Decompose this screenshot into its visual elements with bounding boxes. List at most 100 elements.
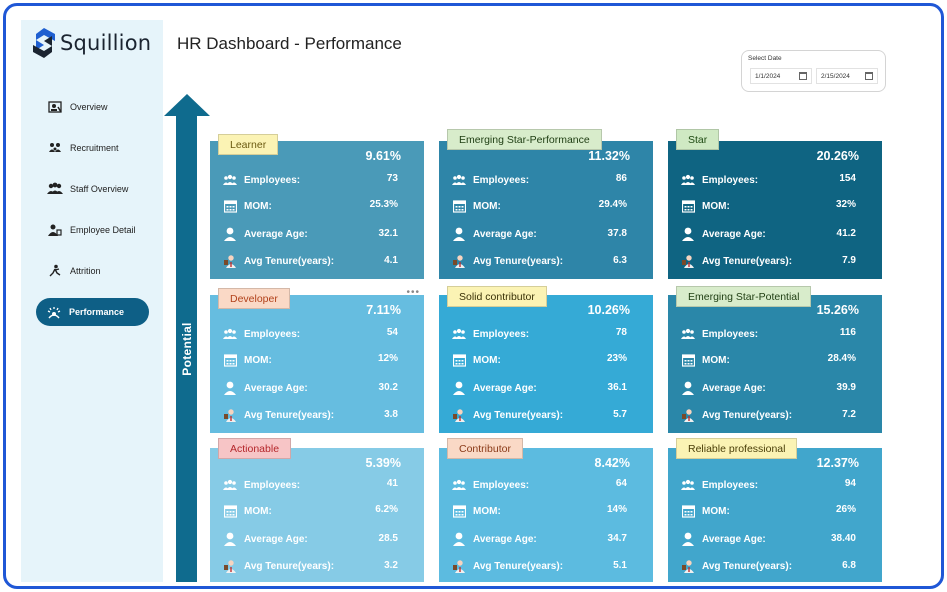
row-value: 23% xyxy=(606,352,627,364)
person-icon xyxy=(680,226,696,242)
sidebar-item-label: Attrition xyxy=(70,266,101,276)
brand-name: Squillion xyxy=(60,31,152,55)
row-label: Employees: xyxy=(473,174,530,186)
row-label: MOM: xyxy=(702,354,730,366)
performance-card[interactable]: Solid contributor 10.26% Employees: 78 MO… xyxy=(439,286,653,433)
start-date-input[interactable]: 1/1/2024 xyxy=(750,68,812,84)
performance-card[interactable]: Actionable 5.39% Employees: 41 MOM: 6.2% … xyxy=(210,438,424,582)
calendar-grid-icon xyxy=(222,352,238,368)
card-percentage: 15.26% xyxy=(816,303,859,317)
row-label: Employees: xyxy=(702,328,759,340)
row-label: Average Age: xyxy=(473,228,537,240)
calendar-grid-icon xyxy=(222,503,238,519)
sidebar-item-label: Employee Detail xyxy=(70,225,136,235)
row-label: Employees: xyxy=(473,479,530,491)
row-label: Average Age: xyxy=(244,533,308,545)
row-value: 6.2% xyxy=(375,503,398,515)
date-filter: Select Date 1/1/2024 2/15/2024 xyxy=(741,50,886,92)
sidebar-item-label: Staff Overview xyxy=(70,184,129,194)
card-category-label: Contributor xyxy=(447,438,523,459)
sidebar-item-attrition[interactable]: Attrition xyxy=(37,257,149,285)
employees-icon xyxy=(451,326,467,342)
sidebar-item-employee-detail[interactable]: Employee Detail xyxy=(37,216,149,244)
row-value: 28.5 xyxy=(378,532,398,544)
card-row-mom: MOM: 25.3% xyxy=(222,197,410,215)
performance-card[interactable]: Star 20.26% Employees: 154 MOM: 32% Avera… xyxy=(668,129,882,279)
card-category-label: Solid contributor xyxy=(447,286,547,307)
performance-card[interactable]: Emerging Star-Performance 11.32% Employee… xyxy=(439,129,653,279)
card-row-tenure: Avg Tenure(years): 7.2 xyxy=(680,406,868,424)
person-icon xyxy=(222,531,238,547)
card-row-age: Average Age: 36.1 xyxy=(451,379,639,397)
employees-icon xyxy=(222,477,238,493)
tenure-icon xyxy=(451,407,467,423)
card-row-employees: Employees: 154 xyxy=(680,171,868,189)
performance-card[interactable]: Contributor 8.42% Employees: 64 MOM: 14% … xyxy=(439,438,653,582)
calendar-icon[interactable] xyxy=(799,72,807,80)
performance-icon xyxy=(45,303,63,321)
row-value: 3.8 xyxy=(384,408,398,420)
performance-card[interactable]: Reliable professional 12.37% Employees: 9… xyxy=(668,438,882,582)
card-row-age: Average Age: 39.9 xyxy=(680,379,868,397)
card-category-label: Emerging Star-Potential xyxy=(676,286,812,307)
calendar-grid-icon xyxy=(451,503,467,519)
row-label: Average Age: xyxy=(244,228,308,240)
card-row-tenure: Avg Tenure(years): 5.1 xyxy=(451,557,639,575)
card-row-employees: Employees: 78 xyxy=(451,325,639,343)
card-row-mom: MOM: 14% xyxy=(451,502,639,520)
row-label: Avg Tenure(years): xyxy=(244,409,335,421)
sidebar-item-performance[interactable]: Performance xyxy=(36,298,149,326)
row-label: Avg Tenure(years): xyxy=(702,409,793,421)
row-label: MOM: xyxy=(702,505,730,517)
row-value: 25.3% xyxy=(369,198,398,210)
person-icon xyxy=(451,226,467,242)
card-row-mom: MOM: 6.2% xyxy=(222,502,410,520)
card-row-mom: MOM: 29.4% xyxy=(451,197,639,215)
row-value: 7.9 xyxy=(842,254,856,266)
sidebar-item-label: Recruitment xyxy=(70,143,119,153)
card-percentage: 9.61% xyxy=(365,149,401,163)
row-label: Employees: xyxy=(244,328,301,340)
card-percentage: 11.32% xyxy=(588,149,630,163)
card-row-tenure: Avg Tenure(years): 6.3 xyxy=(451,252,639,270)
sidebar-item-staff-overview[interactable]: Staff Overview xyxy=(37,175,149,203)
card-row-age: Average Age: 37.8 xyxy=(451,225,639,243)
row-value: 54 xyxy=(386,326,398,338)
row-value: 39.9 xyxy=(836,381,856,393)
row-label: Employees: xyxy=(702,174,759,186)
calendar-icon[interactable] xyxy=(865,72,873,80)
card-row-mom: MOM: 26% xyxy=(680,502,868,520)
performance-card[interactable]: Developer 7.11% Employees: 54 MOM: 12% Av… xyxy=(210,287,424,433)
person-icon xyxy=(451,380,467,396)
calendar-grid-icon xyxy=(451,352,467,368)
more-options-icon[interactable]: ••• xyxy=(406,287,420,298)
employees-icon xyxy=(451,477,467,493)
sidebar-item-overview[interactable]: Overview xyxy=(37,93,149,121)
performance-card[interactable]: Learner 9.61% Employees: 73 MOM: 25.3% Av… xyxy=(210,134,424,279)
tenure-icon xyxy=(222,253,238,269)
row-value: 36.1 xyxy=(607,381,627,393)
row-value: 7.2 xyxy=(842,408,856,420)
brand-logo[interactable]: Squillion xyxy=(33,28,151,58)
row-label: Avg Tenure(years): xyxy=(702,560,793,572)
row-label: Avg Tenure(years): xyxy=(244,560,335,572)
row-value: 32.1 xyxy=(378,227,398,239)
card-row-employees: Employees: 94 xyxy=(680,476,868,494)
row-value: 34.7 xyxy=(607,532,627,544)
tenure-icon xyxy=(222,407,238,423)
page-title: HR Dashboard - Performance xyxy=(177,34,402,53)
row-label: Avg Tenure(years): xyxy=(702,255,793,267)
employees-icon xyxy=(680,172,696,188)
calendar-grid-icon xyxy=(680,503,696,519)
row-label: Average Age: xyxy=(702,382,766,394)
card-percentage: 8.42% xyxy=(594,456,630,470)
row-value: 41 xyxy=(386,477,398,489)
row-value: 28.4% xyxy=(827,352,856,364)
sidebar-item-recruitment[interactable]: Recruitment xyxy=(37,134,149,162)
squillion-logo-icon xyxy=(33,28,55,58)
card-row-mom: MOM: 28.4% xyxy=(680,351,868,369)
performance-card[interactable]: Emerging Star-Potential 15.26% Employees:… xyxy=(668,286,882,433)
end-date-input[interactable]: 2/15/2024 xyxy=(816,68,878,84)
row-value: 41.2 xyxy=(836,227,856,239)
row-value: 12% xyxy=(377,352,398,364)
